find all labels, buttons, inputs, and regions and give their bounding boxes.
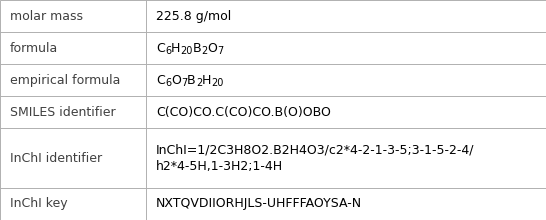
Text: B: B [187,74,196,87]
Text: NXTQVDIIORHJLS-UHFFFAOYSA-N: NXTQVDIIORHJLS-UHFFFAOYSA-N [156,197,363,211]
Text: 7: 7 [181,78,187,88]
Text: 20: 20 [211,78,224,88]
Text: 225.8 g/mol: 225.8 g/mol [156,9,232,23]
Text: 6: 6 [165,46,171,56]
Text: H: H [171,42,180,55]
Text: C: C [156,74,165,87]
Text: C(CO)CO.C(CO)CO.B(O)OBO: C(CO)CO.C(CO)CO.B(O)OBO [156,106,331,119]
Text: C: C [156,42,165,55]
Text: SMILES identifier: SMILES identifier [10,106,115,119]
Text: InChI key: InChI key [10,197,68,211]
Text: empirical formula: empirical formula [10,74,120,87]
Text: 2: 2 [196,78,202,88]
Text: H: H [202,74,211,87]
Text: h2*4-5H,1-3H2;1-4H: h2*4-5H,1-3H2;1-4H [156,160,283,173]
Text: formula: formula [10,42,58,55]
Text: B: B [193,42,201,55]
Text: 2: 2 [201,46,207,56]
Text: O: O [207,42,217,55]
Text: 6: 6 [165,78,171,88]
Text: molar mass: molar mass [10,9,83,23]
Text: O: O [171,74,181,87]
Text: 20: 20 [180,46,193,56]
Text: 7: 7 [217,46,224,56]
Text: InChI identifier: InChI identifier [10,152,102,165]
Text: InChI=1/2C3H8O2.B2H4O3/c2*4-2-1-3-5;3-1-5-2-4/: InChI=1/2C3H8O2.B2H4O3/c2*4-2-1-3-5;3-1-… [156,143,474,156]
